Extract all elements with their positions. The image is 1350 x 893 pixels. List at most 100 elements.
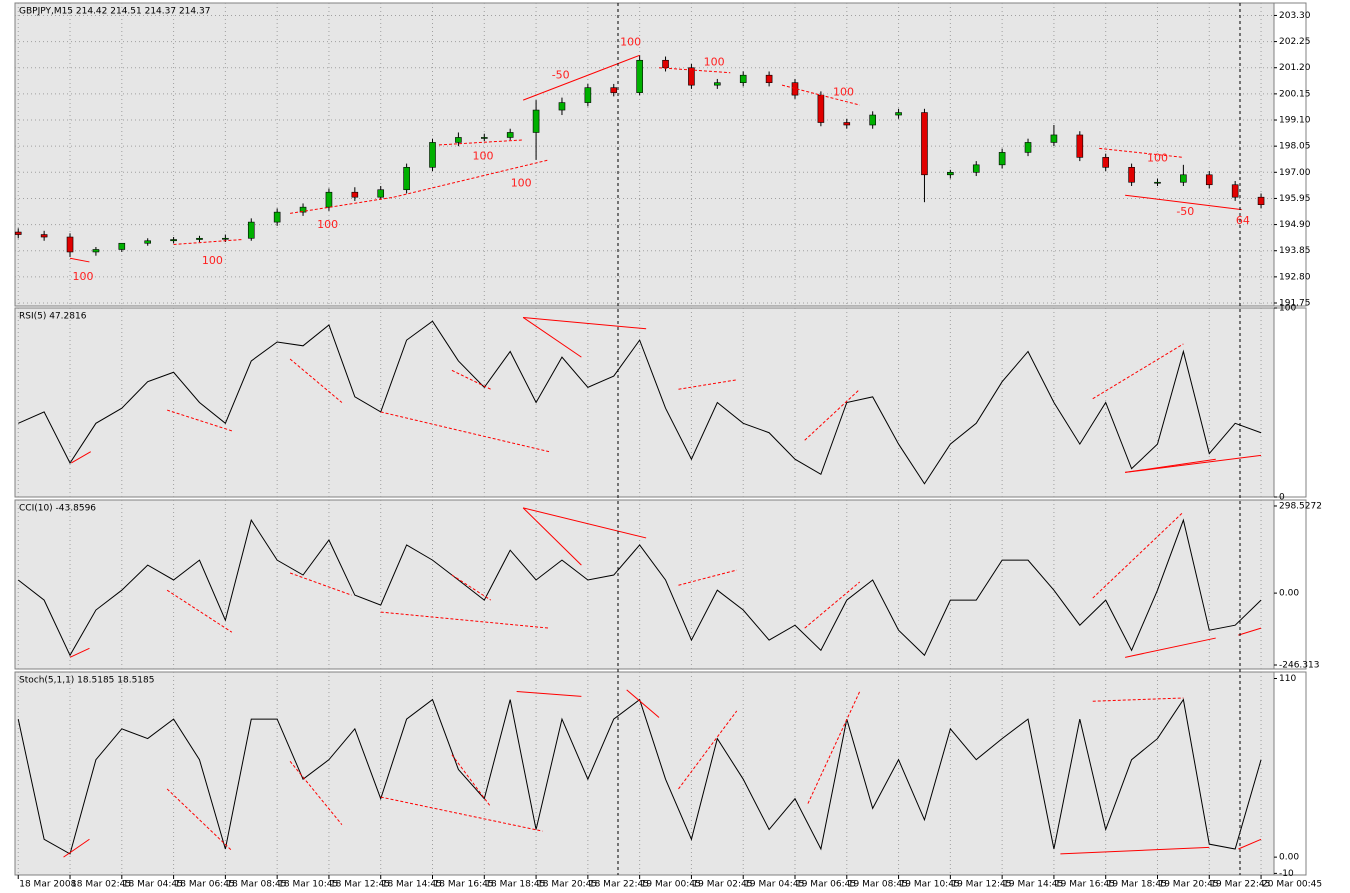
x-tick-label: 18 Mar 10:45	[278, 880, 338, 890]
divergence-line	[626, 689, 660, 718]
divergence-label: 100	[72, 270, 93, 283]
y-tick-label: 200.15	[1279, 89, 1311, 99]
x-tick-label: 19 Mar 22:45	[1210, 880, 1270, 890]
divergence-line	[659, 67, 731, 74]
x-tick-label: 18 Mar 02:45	[71, 880, 131, 890]
candle-body	[558, 102, 566, 111]
x-tick-label: 19 Mar 02:45	[692, 880, 752, 890]
x-tick-label: 18 Mar 12:45	[330, 880, 390, 890]
candle-body	[636, 59, 643, 93]
divergence-line	[1125, 458, 1216, 473]
divergence-label: 100	[704, 56, 725, 69]
candle-body	[480, 137, 488, 139]
x-tick-label: 18 Mar 20:45	[537, 880, 597, 890]
candle-body	[144, 240, 151, 244]
candle-body	[817, 94, 825, 123]
divergence-line	[289, 572, 352, 596]
pane-title: RSI(5) 47.2816	[19, 312, 87, 322]
divergence-line	[1092, 697, 1184, 702]
indicator-line	[18, 320, 1262, 485]
candle-body	[377, 189, 385, 198]
x-tick-label: 19 Mar 14:45	[1003, 880, 1063, 890]
axis-background	[1273, 307, 1307, 498]
y-tick-label: 110	[1279, 674, 1296, 684]
y-tick-label: 199.10	[1279, 116, 1311, 126]
x-tick-label: 19 Mar 06:45	[796, 880, 856, 890]
candle-body	[739, 74, 747, 83]
candle-body	[947, 172, 954, 176]
divergence-line	[380, 796, 543, 832]
axis-background	[1273, 671, 1307, 876]
divergence-line	[804, 581, 861, 629]
candle-body	[843, 122, 851, 126]
divergence-line	[63, 838, 90, 858]
indicator-line	[17, 698, 1262, 855]
divergence-line	[678, 569, 737, 586]
x-tick-label: 19 Mar 12:45	[951, 880, 1011, 890]
divergence-label: -50	[1176, 205, 1194, 218]
candle-body	[429, 142, 436, 168]
divergence-line	[1092, 343, 1184, 400]
candle-body	[921, 112, 928, 176]
divergence-line	[290, 196, 394, 214]
x-tick-label: 18 Mar 2008	[19, 880, 76, 890]
x-tick-label: 18 Mar 06:45	[175, 880, 235, 890]
candle-body	[170, 239, 177, 242]
divergence-label: -50	[552, 68, 570, 81]
axis-background	[1273, 2, 1307, 307]
divergence-label: 100	[317, 218, 338, 231]
candle-body	[972, 164, 980, 173]
candle-body	[1180, 174, 1187, 183]
divergence-label: 100	[202, 254, 223, 267]
divergence-label: 100	[511, 176, 532, 189]
candle-body	[14, 231, 22, 235]
x-tick-label: 19 Mar 10:45	[900, 880, 960, 890]
candle-body	[118, 242, 126, 250]
divergence-line	[804, 388, 861, 441]
candle-body	[273, 211, 281, 223]
y-tick-label: 194.90	[1279, 220, 1311, 230]
x-tick-label: 19 Mar 20:45	[1158, 880, 1218, 890]
candle-body	[1205, 174, 1213, 186]
divergence-line	[523, 507, 647, 539]
candle-body	[869, 114, 876, 126]
divergence-line	[380, 611, 550, 629]
candle-body	[532, 109, 540, 133]
pane-title: CCI(10) -43.8596	[19, 504, 96, 514]
candle-body	[1050, 134, 1058, 143]
divergence-label: 64	[1236, 214, 1250, 227]
x-tick-label: 20 Mar 00:45	[1262, 880, 1322, 890]
x-tick-label: 19 Mar 00:45	[641, 880, 701, 890]
divergence-line	[807, 691, 861, 804]
divergence-line	[1092, 511, 1184, 599]
divergence-line	[522, 317, 582, 358]
y-tick-label: -10	[1279, 869, 1294, 879]
candle-body	[610, 87, 618, 93]
divergence-line	[522, 507, 582, 566]
pane-title: Stoch(5,1,1) 18.5185 18.5185	[19, 676, 154, 686]
candle-body	[403, 167, 410, 191]
axis-background	[1273, 499, 1307, 670]
candle-body	[1076, 134, 1084, 158]
divergence-line	[69, 647, 90, 658]
divergence-line	[516, 690, 582, 697]
candle-body	[325, 191, 333, 208]
divergence-label: 100	[1147, 151, 1168, 164]
x-tick-label: 18 Mar 14:45	[382, 880, 442, 890]
x-tick-label: 19 Mar 16:45	[1055, 880, 1115, 890]
candle-body	[222, 237, 229, 240]
y-tick-label: 197.00	[1279, 168, 1311, 178]
divergence-label: 100	[472, 149, 493, 162]
x-tick-label: 19 Mar 08:45	[848, 880, 908, 890]
candle-body	[1102, 157, 1110, 168]
candle-body	[66, 236, 74, 253]
candle-body	[584, 87, 592, 103]
candle-body	[998, 152, 1006, 166]
candle-body	[688, 67, 695, 86]
candle-body	[299, 206, 307, 213]
candle-body	[765, 74, 773, 83]
divergence-line	[781, 84, 860, 106]
divergence-line	[173, 239, 243, 246]
divergence-label: 100	[833, 85, 854, 98]
